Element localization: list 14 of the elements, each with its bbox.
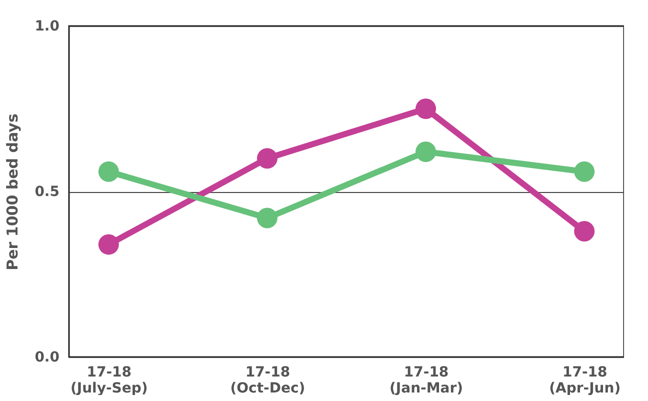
point (416, 142, 436, 162)
point (98, 161, 119, 182)
point (574, 161, 595, 182)
point (98, 234, 119, 255)
point (574, 220, 595, 242)
y-tick-label: 0.5 (34, 184, 60, 200)
point (256, 208, 278, 228)
y-axis-title: Per 1000 bed days (4, 114, 22, 270)
y-tick-label: 1.0 (34, 18, 60, 34)
x-tick-label: 17-18 (Oct-Dec) (230, 364, 306, 396)
y-tick-label: 0.0 (34, 350, 60, 366)
x-tick-label: 17-18 (Jan-Mar) (390, 364, 464, 396)
point (416, 98, 436, 119)
point (256, 148, 278, 169)
